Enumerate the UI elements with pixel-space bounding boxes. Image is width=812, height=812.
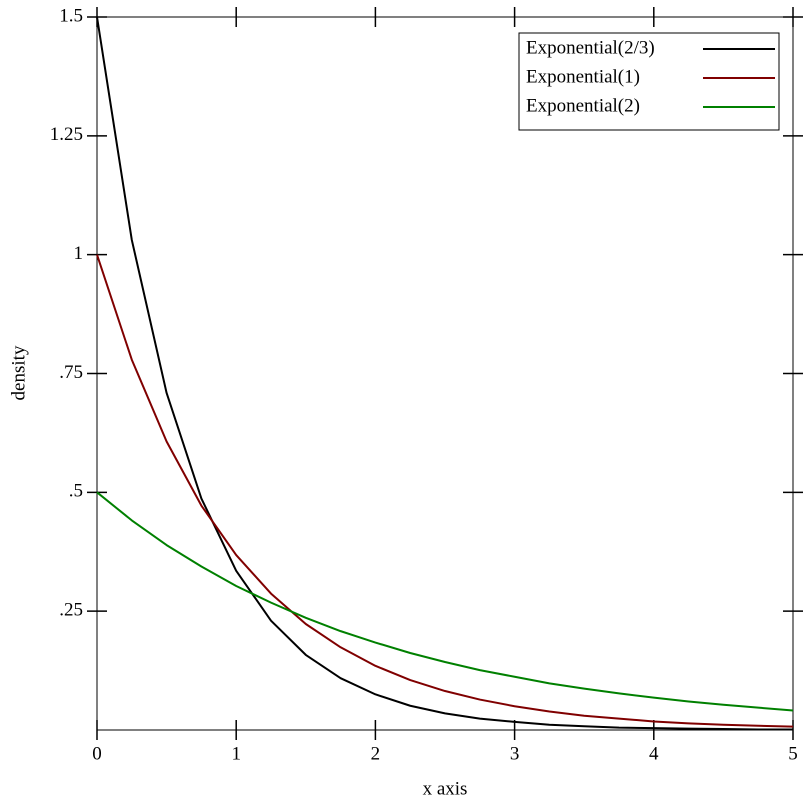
y-axis-label: density <box>8 345 29 400</box>
y-tick-label: .5 <box>69 481 83 502</box>
legend-label: Exponential(2/3) <box>526 37 655 58</box>
legend-label: Exponential(1) <box>526 66 640 87</box>
legend-label: Exponential(2) <box>526 95 640 116</box>
y-tick-label: 1.25 <box>50 124 83 145</box>
x-tick-label: 5 <box>788 743 798 764</box>
y-tick-label: .25 <box>59 600 83 621</box>
x-axis-label: x axis <box>423 778 468 799</box>
x-tick-label: 1 <box>231 743 241 764</box>
series-line <box>96 254 794 728</box>
y-tick-label: 1.5 <box>59 5 83 26</box>
x-tick-label: 3 <box>510 743 520 764</box>
series-line <box>96 491 794 712</box>
x-tick-label: 0 <box>92 743 102 764</box>
x-tick-label: 4 <box>649 743 659 764</box>
y-tick-label: 1 <box>74 243 84 264</box>
y-tick-label: .75 <box>59 362 83 383</box>
x-tick-label: 2 <box>371 743 381 764</box>
